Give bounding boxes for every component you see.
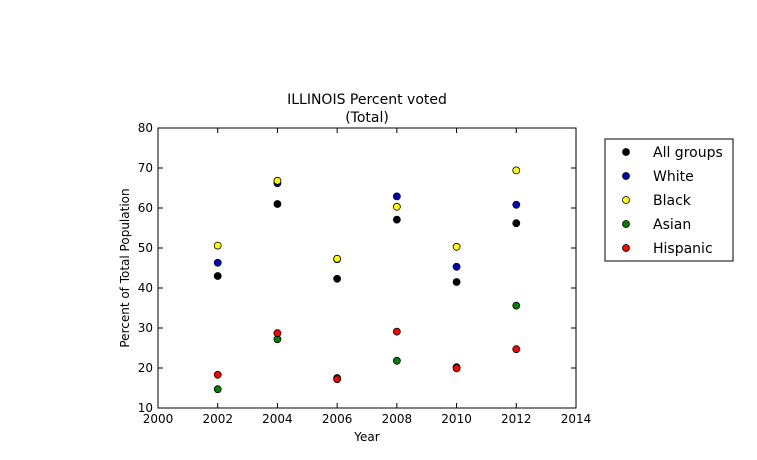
x-tick-label: 2000 [143, 412, 174, 426]
legend-label-black: Black [653, 193, 692, 209]
point-asian [512, 301, 521, 310]
x-axis: 2000 2002 2004 2006 2008 2010 2012 2014 [143, 128, 592, 426]
point-black [213, 241, 222, 250]
point-white [452, 262, 461, 271]
plot-frame [157, 127, 577, 409]
point-black [333, 254, 342, 263]
point-hispanic [512, 345, 521, 354]
point-white [392, 192, 401, 201]
x-tick-label: 2002 [202, 412, 233, 426]
point-white [512, 200, 521, 209]
point-black [392, 202, 401, 211]
point-all-groups [213, 272, 222, 280]
y-tick-label: 70 [138, 161, 153, 175]
y-tick-label: 10 [138, 401, 153, 415]
y-tick-label: 80 [138, 121, 153, 135]
chart-title: ILLINOIS Percent voted [287, 92, 447, 108]
point-black [273, 176, 282, 185]
legend-marker-all-groups [622, 148, 630, 156]
x-tick-label: 2004 [262, 412, 293, 426]
data-points [213, 166, 521, 394]
y-tick-label: 50 [138, 241, 153, 255]
point-all-groups [452, 278, 461, 286]
point-all-groups [392, 215, 401, 224]
x-tick-label: 2006 [322, 412, 353, 426]
legend-marker-asian [622, 220, 630, 228]
legend-label-white: White [653, 169, 694, 185]
legend-label-all-groups: All groups [653, 145, 723, 161]
y-axis-label: Percent of Total Population [118, 188, 132, 347]
point-hispanic [392, 327, 401, 336]
y-tick-label: 60 [138, 201, 153, 215]
point-asian [392, 356, 401, 365]
point-hispanic [213, 370, 222, 379]
legend-label-asian: Asian [653, 217, 691, 233]
point-hispanic [333, 375, 342, 384]
y-tick-label: 40 [138, 281, 153, 295]
x-tick-label: 2010 [441, 412, 472, 426]
legend: All groups White Black Asian Hispanic [604, 138, 734, 262]
x-tick-label: 2014 [561, 412, 592, 426]
point-hispanic [273, 329, 282, 338]
point-all-groups [512, 219, 521, 228]
legend-label-hispanic: Hispanic [653, 241, 713, 257]
point-black [512, 166, 521, 175]
y-tick-label: 20 [138, 361, 153, 375]
point-white [213, 258, 222, 267]
x-axis-label: Year [353, 430, 379, 444]
y-tick-label: 30 [138, 321, 153, 335]
point-all-groups [273, 200, 282, 208]
plot-area [157, 127, 577, 409]
x-tick-label: 2008 [382, 412, 413, 426]
legend-marker-black [622, 196, 630, 204]
point-black [452, 242, 461, 251]
point-asian [213, 385, 222, 394]
chart-subtitle: (Total) [345, 110, 389, 126]
point-hispanic [452, 364, 461, 373]
x-tick-label: 2012 [501, 412, 532, 426]
point-all-groups [333, 274, 342, 283]
legend-marker-white [622, 172, 630, 180]
y-axis: 10 20 30 40 50 60 70 80 [138, 121, 576, 415]
legend-marker-hispanic [622, 244, 630, 252]
